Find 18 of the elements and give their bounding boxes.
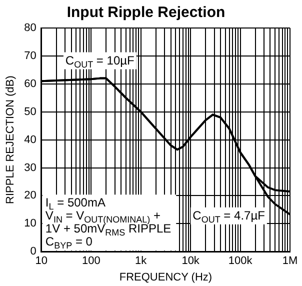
x-tick-label: 10k xyxy=(182,255,200,268)
y-tick-label: 70 xyxy=(24,50,36,62)
y-tick-label: 60 xyxy=(24,78,36,90)
y-tick-label: 0 xyxy=(30,246,36,258)
y-tick-label: 40 xyxy=(24,134,36,146)
x-tick-label: 1M xyxy=(282,255,298,268)
x-axis-title: FREQUENCY (Hz) xyxy=(119,271,212,284)
y-tick-label: 10 xyxy=(24,218,36,230)
x-tick-label: 1k xyxy=(135,255,148,268)
y-tick-label: 20 xyxy=(24,190,36,202)
y-axis-title: RIPPLE REJECTION (dB) xyxy=(4,76,17,204)
x-tick-label: 100 xyxy=(82,255,100,268)
x-tick-label: 10 xyxy=(35,255,48,268)
x-tick-label: 100k xyxy=(228,255,253,268)
chart-title: Input Ripple Rejection xyxy=(66,4,226,22)
y-tick-label: 30 xyxy=(24,162,36,174)
y-tick-label: 50 xyxy=(24,106,36,118)
y-tick-label: 80 xyxy=(24,22,36,34)
